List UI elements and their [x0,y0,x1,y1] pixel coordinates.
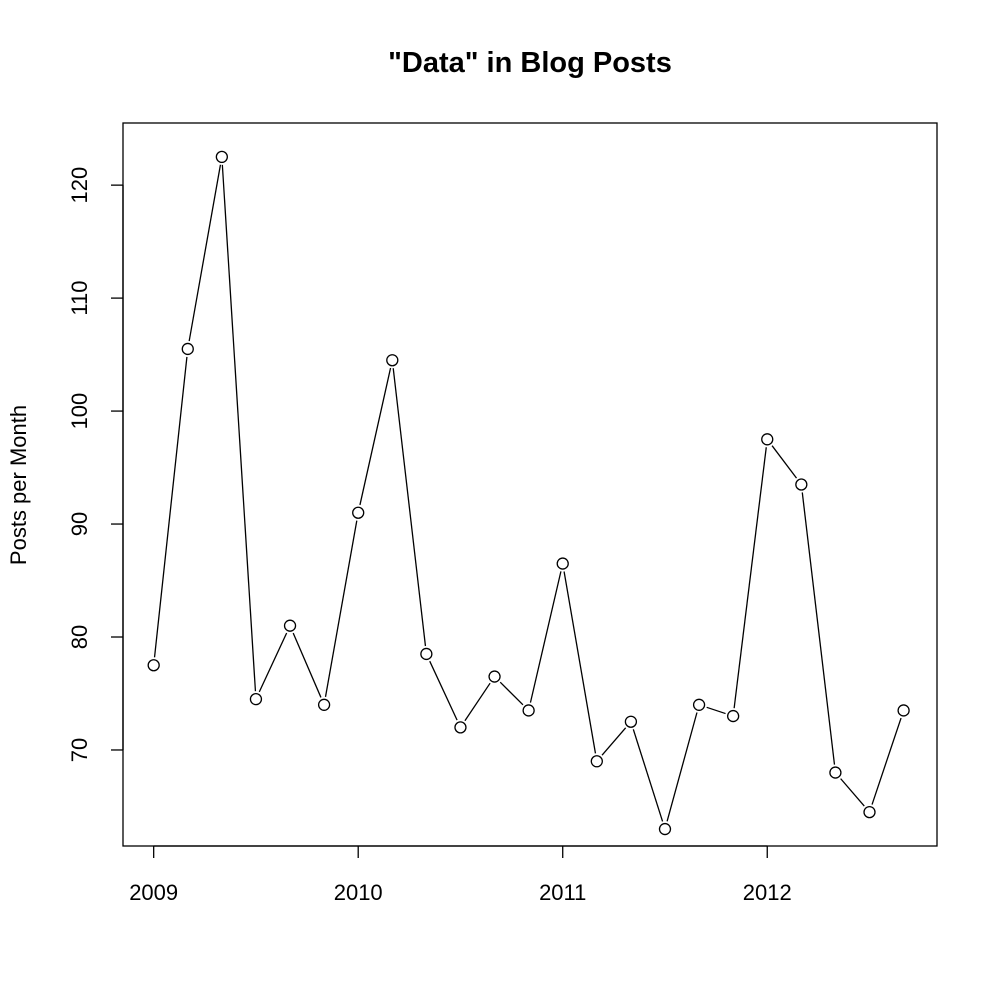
data-point [590,755,603,768]
data-point [488,670,501,683]
x-tick-label: 2012 [743,880,792,905]
data-point [897,704,910,717]
data-point [727,709,740,723]
series-line-segment [499,681,524,706]
x-tick-label: 2010 [334,880,383,905]
y-axis-label: Posts per Month [6,405,31,565]
series-line-segment [258,632,288,693]
x-tick-label: 2009 [129,880,178,905]
data-point [522,704,535,717]
series-line-segment [563,571,597,754]
series-line-segment [771,445,798,479]
data-point [761,433,774,446]
x-axis: 2009 2010 2011 2012 [129,845,792,905]
y-tick-label: 100 [67,393,92,430]
data-point [215,150,228,164]
y-tick-label: 90 [67,512,92,536]
y-tick-label: 80 [67,625,92,649]
data-point [692,698,706,711]
series-line-segment [666,712,698,822]
y-tick-label: 120 [67,167,92,204]
series-line-segment [392,368,427,647]
series-layer [147,150,910,836]
x-tick-label: 2011 [539,880,586,905]
data-point [420,647,433,661]
series-line-segment [733,447,767,709]
series-line-segment [706,706,726,715]
series-line-segment [359,367,392,506]
y-tick-label: 110 [67,281,92,316]
series-line-segment [601,727,627,756]
series-line-segment [464,682,491,722]
y-tick-label: 70 [67,738,92,762]
data-point [181,342,194,356]
data-point [147,659,160,672]
chart-title: "Data" in Blog Posts [388,47,672,79]
series-line-segment [801,492,836,765]
series-line-segment [632,729,664,822]
series-line-segment [221,164,257,692]
series-line-segment [188,164,222,342]
data-point [829,766,842,779]
series-line-segment [529,571,562,703]
data-point [283,619,297,632]
data-point [556,557,569,570]
data-point [863,805,876,819]
data-point [249,692,263,706]
series-line-segment [871,717,902,805]
series-line-segment [324,520,358,698]
series-line-segment [153,356,188,658]
data-point [317,698,331,711]
series-line-segment [429,660,458,721]
series-line-segment [292,632,322,698]
plot-area-frame [122,122,938,847]
data-point [795,478,808,491]
series-line-segment [840,778,865,807]
data-point [352,506,365,519]
data-point [658,822,672,836]
data-point [386,354,399,367]
y-axis: 70 80 90 100 110 120 [67,167,124,762]
data-point [624,715,638,728]
data-point [454,721,467,734]
